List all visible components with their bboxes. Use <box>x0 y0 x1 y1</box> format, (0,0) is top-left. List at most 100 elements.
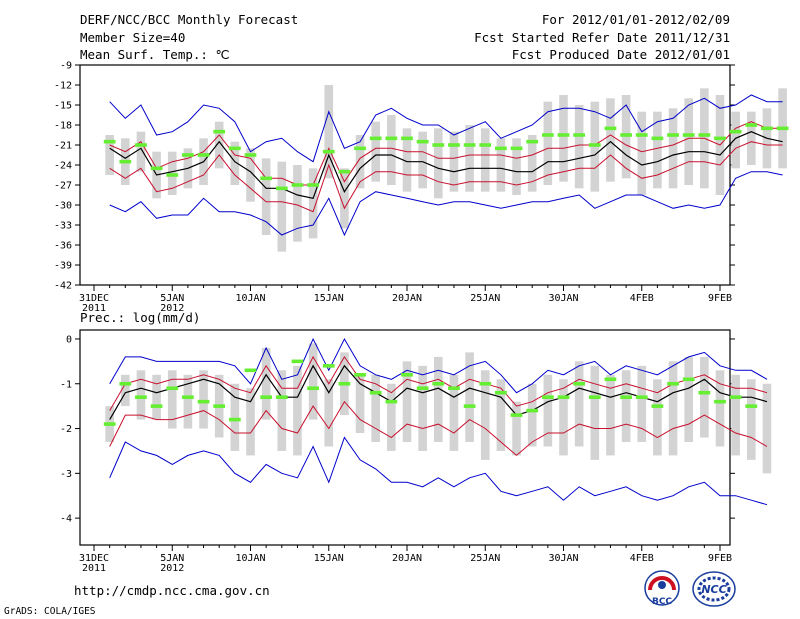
precip-envelope-min-line <box>109 436 768 506</box>
temp-spread-lower-line <box>109 141 783 213</box>
temp-observation-mark <box>354 146 366 151</box>
forecast-produced-date: Fcst Produced Date 2012/01/01 <box>511 47 730 62</box>
precip-member-range-bar <box>653 379 662 456</box>
precip-ensemble-mean-line <box>109 364 768 420</box>
temp-spread-upper-line <box>109 121 783 186</box>
forecast-start-date: Fcst Started Refer Date 2011/12/31 <box>474 30 730 45</box>
temp-ytick-label: -33 <box>54 221 72 232</box>
precip-ytick-label: -1 <box>60 379 72 390</box>
temp-xtick-label: 2011 <box>82 303 106 314</box>
precip-member-range-bar <box>715 370 725 447</box>
temp-member-range-bar <box>465 125 474 192</box>
temp-xtick-label: 31DEC <box>79 293 109 304</box>
precip-xtick-label: 10JAN <box>235 553 265 564</box>
temp-member-range-bar <box>684 98 694 185</box>
precip-observation-mark <box>432 381 445 386</box>
temp-observation-mark <box>135 143 147 147</box>
precip-member-range-bar <box>183 374 193 429</box>
temp-envelope-max-line <box>109 94 783 163</box>
precip-ytick-label: -3 <box>60 469 72 480</box>
precip-observation-mark <box>307 386 319 391</box>
temp-member-range-bar <box>559 95 568 182</box>
precip-observation-mark <box>729 395 742 399</box>
temp-member-range-bar <box>402 128 412 192</box>
temp-member-range-bar <box>512 138 521 195</box>
temp-observation-mark <box>573 133 586 137</box>
precip-observation-mark <box>698 390 711 395</box>
precip-member-range-bar <box>684 356 694 442</box>
temp-member-range-bar <box>637 111 647 195</box>
temp-xtick-label: 9FEB <box>708 293 732 304</box>
temp-observation-mark <box>635 133 648 137</box>
temp-member-range-bar <box>731 111 740 169</box>
temp-xtick-label: 10JAN <box>235 293 265 304</box>
temp-member-range-bar <box>606 98 615 182</box>
temp-member-range-bar <box>105 135 114 175</box>
precip-member-range-bar <box>700 356 709 438</box>
temp-observation-mark <box>166 173 179 177</box>
temp-xtick-label: 2012 <box>160 303 184 314</box>
temp-member-range-bar <box>668 108 678 189</box>
grads-credit: GrADS: COLA/IGES <box>4 606 96 617</box>
temp-observation-mark <box>448 143 460 147</box>
precip-observation-mark <box>448 386 460 391</box>
precip-member-range-bar <box>120 374 130 407</box>
precip-member-range-bar <box>574 361 584 447</box>
precip-observation-mark <box>588 395 601 399</box>
precip-spread-upper-line <box>109 355 768 411</box>
precip-member-range-bar <box>512 401 521 456</box>
precip-member-range-bar <box>371 374 381 442</box>
precip-member-range-bar <box>543 374 553 447</box>
precip-xtick-label: 9FEB <box>708 553 732 564</box>
temp-observation-mark <box>776 126 789 131</box>
temp-observation-mark <box>620 133 632 137</box>
precip-ytick-label: -2 <box>60 424 72 435</box>
temp-member-range-bar <box>293 165 302 242</box>
temp-observation-mark <box>745 123 758 127</box>
temp-observation-mark <box>385 136 398 141</box>
precip-observation-mark <box>604 377 617 382</box>
temp-observation-mark <box>698 133 711 137</box>
temp-member-range-bar <box>324 85 334 179</box>
temp-observation-mark <box>322 149 335 154</box>
precip-member-range-bar <box>637 365 647 442</box>
precip-observation-mark <box>495 390 507 395</box>
precip-member-range-bar <box>480 370 490 460</box>
temp-observation-mark <box>761 126 773 131</box>
temp-observation-mark <box>291 183 304 187</box>
temperature-panel: -9 -12 -15 -18 -21 -24 -27 -30 -33 -36 -39 -42 31DEC… <box>54 61 789 314</box>
precip-observation-mark <box>401 372 413 377</box>
temp-member-range-bar <box>371 121 381 182</box>
temp-observation-mark <box>307 183 319 187</box>
precip-observation-mark <box>526 408 539 413</box>
precip-xtick-label: 15JAN <box>314 553 344 564</box>
temp-ytick-label: -15 <box>54 101 72 112</box>
temp-member-range-bar <box>230 141 240 185</box>
temp-member-range-bar <box>433 128 443 199</box>
precip-observation-mark <box>291 359 304 364</box>
temp-member-range-bar <box>355 135 365 189</box>
temp-xtick-label: 25JAN <box>470 293 500 304</box>
precip-panel-title: Prec.: log(mm/d) <box>80 310 200 325</box>
precip-observation-mark <box>197 399 210 404</box>
precip-observation-mark <box>182 395 194 399</box>
precip-member-range-bar <box>496 379 506 451</box>
precip-envelope-max-line <box>109 337 768 394</box>
precip-plot-frame <box>79 329 731 546</box>
source-url: http://cmdp.ncc.cma.gov.cn <box>74 583 270 598</box>
temp-observation-mark <box>401 136 413 141</box>
precip-member-range-bar <box>293 365 302 456</box>
precip-member-range-bar <box>668 361 678 456</box>
precip-member-range-bar <box>152 374 161 420</box>
precip-member-range-bar <box>261 347 271 420</box>
temp-observation-mark <box>667 133 679 137</box>
precip-observation-mark <box>103 422 116 426</box>
precip-observation-mark <box>119 381 132 386</box>
precip-observation-mark <box>682 377 695 382</box>
temp-observation-mark <box>213 129 226 134</box>
precip-member-range-bar <box>762 383 772 474</box>
precip-spread-lower-line <box>109 400 768 457</box>
temp-xtick-label: 15JAN <box>314 293 344 304</box>
temp-observation-mark <box>651 136 664 141</box>
